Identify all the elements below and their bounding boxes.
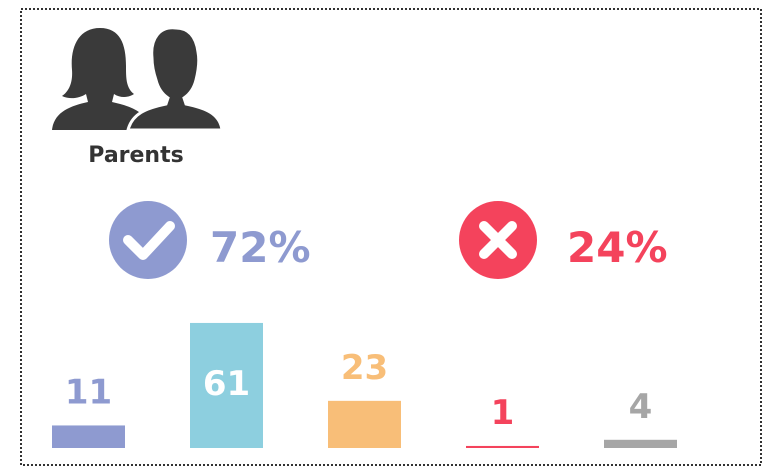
check-icon <box>109 201 187 279</box>
cross-icon <box>459 201 537 279</box>
value-label: 4 <box>629 387 653 427</box>
value-label: 61 <box>203 364 250 404</box>
bar <box>52 425 125 448</box>
chart-title: Parents <box>88 143 183 168</box>
value-label: 23 <box>341 348 388 388</box>
value-label: 11 <box>65 372 112 412</box>
bar <box>604 439 677 448</box>
dotted-frame <box>20 8 762 466</box>
bar <box>190 322 263 448</box>
parents-icon <box>52 26 224 132</box>
summary-stat: 72% <box>210 223 311 272</box>
value-label: 1 <box>491 393 515 433</box>
summary-stat: 24% <box>567 223 668 272</box>
bar <box>466 445 539 448</box>
bar <box>328 400 401 448</box>
